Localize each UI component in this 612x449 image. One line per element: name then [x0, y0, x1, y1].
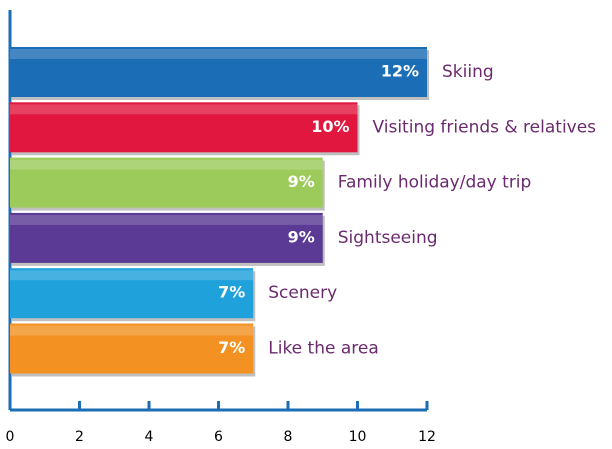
bar-highlight — [10, 214, 323, 225]
bar-highlight — [10, 104, 358, 115]
bar-highlight — [10, 159, 323, 170]
category-label: Scenery — [268, 283, 337, 303]
value-label: 9% — [288, 227, 315, 246]
category-label: Skiing — [442, 62, 494, 82]
category-label: Visiting friends & relatives — [373, 117, 597, 137]
bar-highlight — [10, 49, 427, 59]
bar — [10, 102, 358, 153]
x-tick-label: 8 — [284, 429, 293, 445]
value-label: 10% — [311, 117, 349, 136]
value-label: 12% — [381, 62, 419, 81]
x-tick-label: 4 — [145, 429, 154, 445]
category-label: Like the area — [268, 339, 379, 359]
value-label: 9% — [288, 172, 315, 191]
bar-highlight — [10, 325, 254, 336]
x-tick-label: 6 — [214, 429, 223, 445]
bar — [10, 323, 254, 374]
x-tick-label: 10 — [349, 429, 367, 445]
category-label: Sightseeing — [338, 228, 438, 248]
bar — [10, 157, 323, 208]
x-tick-label: 2 — [75, 429, 84, 445]
bar — [10, 47, 427, 97]
x-tick-label: 0 — [6, 429, 15, 445]
bar-highlight — [10, 270, 254, 281]
bar — [10, 268, 254, 319]
value-label: 7% — [218, 338, 245, 357]
value-label: 7% — [218, 283, 245, 302]
category-label: Family holiday/day trip — [338, 173, 532, 193]
x-tick-label: 12 — [418, 429, 436, 445]
bar — [10, 212, 323, 263]
